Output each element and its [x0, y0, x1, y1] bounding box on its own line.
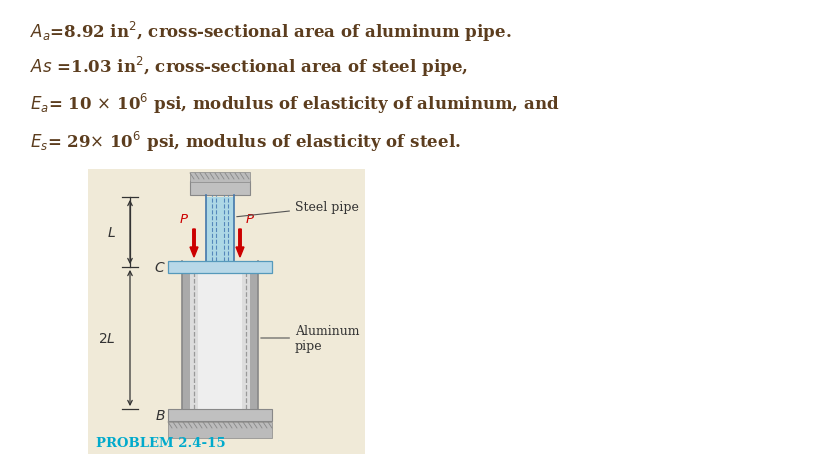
Bar — [168, 422, 272, 438]
Text: $A_a$=8.92 in$^2$, cross-sectional area of aluminum pipe.: $A_a$=8.92 in$^2$, cross-sectional area … — [30, 20, 512, 44]
FancyArrow shape — [190, 230, 198, 257]
Text: $P$: $P$ — [245, 213, 255, 225]
Bar — [182, 268, 190, 409]
Text: $As$ =1.03 in$^2$, cross-sectional area of steel pipe,: $As$ =1.03 in$^2$, cross-sectional area … — [30, 55, 468, 79]
Text: Steel pipe: Steel pipe — [237, 201, 359, 217]
Bar — [88, 170, 365, 454]
Bar — [190, 268, 250, 409]
Text: $C$: $C$ — [154, 260, 166, 274]
Text: $B$: $B$ — [156, 408, 166, 422]
Bar — [190, 173, 250, 183]
Bar — [168, 262, 272, 274]
Text: PROBLEM 2.4-15: PROBLEM 2.4-15 — [96, 436, 225, 449]
Text: $E_s$= 29$\times$ 10$^6$ psi, modulus of elasticity of steel.: $E_s$= 29$\times$ 10$^6$ psi, modulus of… — [30, 130, 461, 154]
FancyArrow shape — [236, 230, 244, 257]
Bar — [168, 409, 272, 421]
Text: $A$: $A$ — [192, 176, 203, 190]
Text: $2L$: $2L$ — [98, 331, 116, 345]
Text: Aluminum
pipe: Aluminum pipe — [260, 325, 360, 352]
Bar — [190, 182, 250, 196]
Text: $L$: $L$ — [107, 225, 116, 240]
Bar — [206, 197, 234, 262]
Text: $P$: $P$ — [179, 213, 189, 225]
Text: $E_a$= 10 $\times$ 10$^6$ psi, modulus of elasticity of aluminum, and: $E_a$= 10 $\times$ 10$^6$ psi, modulus o… — [30, 92, 559, 116]
Bar — [198, 268, 242, 409]
Bar — [250, 268, 258, 409]
